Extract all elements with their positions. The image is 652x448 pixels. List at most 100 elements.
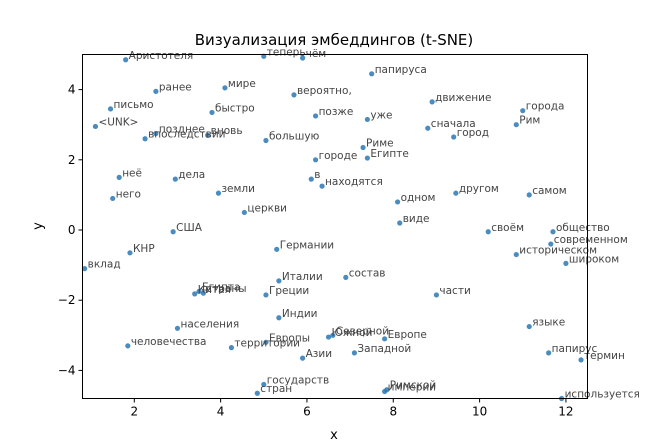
point-label: дела bbox=[178, 169, 205, 181]
point-label: ранее bbox=[159, 81, 192, 93]
x-axis-ticks: 2 4 6 8 10 12 bbox=[130, 398, 574, 419]
scatter-point bbox=[485, 229, 491, 235]
point-label: вновь bbox=[211, 125, 243, 137]
point-label: него bbox=[116, 188, 141, 200]
scatter-point bbox=[451, 134, 457, 140]
point-label: человечества bbox=[131, 336, 207, 348]
point-label: вероятно, bbox=[297, 85, 352, 97]
scatter-point bbox=[548, 241, 554, 247]
scatter-point bbox=[153, 130, 159, 137]
scatter-point bbox=[174, 325, 181, 331]
scatter-point bbox=[312, 113, 319, 119]
scatter-point bbox=[513, 122, 519, 128]
scatter-point bbox=[300, 55, 306, 61]
point-label: быстро bbox=[215, 102, 255, 114]
point-label: части bbox=[439, 285, 470, 297]
scatter-point bbox=[433, 292, 440, 298]
chart-title: Визуализация эмбеддингов (t-SNE) bbox=[195, 31, 474, 49]
point-label: своём bbox=[491, 222, 524, 234]
point-label: городе bbox=[319, 150, 358, 162]
scatter-point bbox=[263, 339, 269, 345]
scatter-point bbox=[261, 381, 267, 388]
x-tick-label: 10 bbox=[472, 405, 487, 419]
scatter-point bbox=[364, 116, 370, 123]
scatter-point bbox=[82, 266, 88, 272]
scatter-point bbox=[215, 190, 222, 196]
point-label: Европе bbox=[388, 329, 427, 341]
point-label: находятся bbox=[325, 176, 383, 188]
scatter-point bbox=[300, 355, 306, 361]
scatter-point bbox=[351, 350, 358, 356]
scatter-point bbox=[125, 343, 131, 349]
scatter-point bbox=[172, 176, 178, 182]
scatter-point bbox=[153, 88, 159, 94]
x-tick-label: 4 bbox=[217, 405, 225, 419]
point-label: широком bbox=[569, 253, 619, 265]
point-label: неё bbox=[122, 167, 142, 179]
scatter-point bbox=[312, 157, 319, 163]
point-label: церкви bbox=[247, 202, 287, 214]
scatter-point bbox=[127, 250, 133, 256]
scatter-point bbox=[205, 132, 211, 138]
y-axis-ticks: 4 2 0 −2 −4 bbox=[58, 83, 83, 377]
x-tick-label: 2 bbox=[130, 405, 138, 419]
point-label: Западной bbox=[357, 343, 411, 355]
point-label: состав bbox=[349, 267, 386, 279]
plot-frame bbox=[82, 54, 588, 399]
point-label: КНР bbox=[133, 243, 155, 255]
point-label: Германии bbox=[280, 239, 334, 251]
y-tick-label: 2 bbox=[68, 153, 76, 167]
y-tick-label: −4 bbox=[58, 363, 76, 377]
scatter-point bbox=[142, 136, 148, 142]
x-tick-label: 12 bbox=[558, 405, 573, 419]
point-label: вклад bbox=[88, 259, 121, 271]
scatter-point bbox=[563, 260, 569, 266]
point-label: позднее bbox=[159, 123, 205, 135]
point-label: Азии bbox=[306, 348, 332, 360]
scatter-point bbox=[526, 323, 532, 330]
scatter-point bbox=[343, 274, 349, 280]
point-label: папирус bbox=[552, 343, 598, 355]
scatter-point bbox=[382, 336, 388, 342]
scatter-point bbox=[546, 350, 552, 356]
scatter-point bbox=[228, 345, 235, 351]
point-label: Южной bbox=[332, 327, 373, 339]
scatter-point bbox=[222, 85, 228, 91]
point-label: историческом bbox=[519, 245, 597, 257]
scatter-point bbox=[200, 290, 206, 296]
scatter-point bbox=[360, 144, 366, 151]
point-label: мире bbox=[228, 78, 256, 90]
scatter-point bbox=[110, 195, 116, 202]
point-label: Египта bbox=[202, 281, 240, 293]
scatter-point bbox=[397, 220, 403, 226]
scatter-point bbox=[263, 137, 269, 144]
x-tick-label: 8 bbox=[389, 405, 397, 419]
point-label: самом bbox=[532, 185, 566, 197]
scatter-point bbox=[107, 106, 114, 112]
point-label: используется bbox=[565, 389, 640, 401]
point-label: империи bbox=[388, 381, 436, 393]
scatter-point bbox=[209, 109, 215, 116]
scatter-point bbox=[123, 57, 129, 63]
scatter-point bbox=[254, 390, 260, 396]
scatter-point bbox=[526, 192, 532, 198]
point-label: территории bbox=[234, 338, 300, 350]
scatter-point bbox=[364, 155, 370, 161]
point-label: термин bbox=[584, 350, 625, 362]
point-label: земли bbox=[221, 183, 255, 195]
y-axis-label: y bbox=[31, 222, 46, 230]
scatter-point bbox=[330, 332, 336, 338]
y-tick-label: −2 bbox=[58, 293, 76, 307]
point-label: языке bbox=[532, 317, 565, 329]
y-tick-label: 0 bbox=[68, 223, 76, 237]
scatter-point bbox=[520, 108, 526, 114]
point-label: движение bbox=[435, 92, 491, 104]
point-label: Риме bbox=[366, 138, 394, 150]
point-label: Египте bbox=[370, 148, 408, 160]
point-label: Италии bbox=[282, 271, 323, 283]
point-label: город bbox=[457, 127, 489, 139]
point-label: города bbox=[526, 101, 565, 113]
point-label: Северной bbox=[336, 325, 389, 337]
point-label: <UNK> bbox=[98, 116, 138, 128]
